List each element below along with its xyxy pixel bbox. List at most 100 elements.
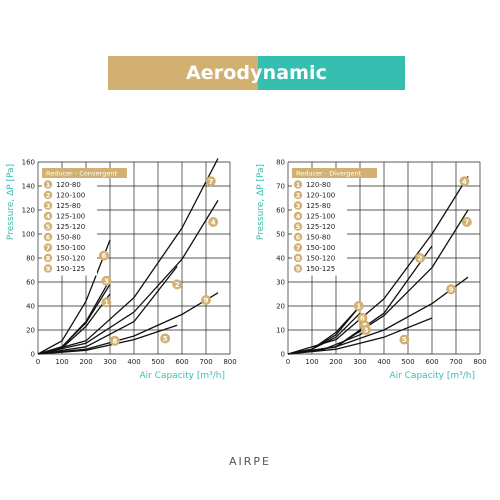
legend-marker-9 xyxy=(293,264,303,273)
y-tick-label: 140 xyxy=(22,183,35,191)
legend-marker-1 xyxy=(293,180,303,189)
legend-marker-number: 9 xyxy=(46,265,51,273)
title-banner: Aerodynamic Characteristics xyxy=(108,56,405,118)
legend-entry-label: 150-100 xyxy=(306,244,335,252)
y-tick-label: 50 xyxy=(276,231,285,239)
legend-title: Reducer - Convergent xyxy=(46,170,117,178)
curve-marker-number: 1 xyxy=(356,303,361,311)
legend-marker-number: 2 xyxy=(46,191,51,199)
legend-marker-8 xyxy=(293,253,303,263)
legend-marker-number: 1 xyxy=(46,181,51,189)
legend-marker-3 xyxy=(293,201,303,210)
y-axis-label: Pressure, ΔP [Pa] xyxy=(6,164,16,240)
curve-marker-4 xyxy=(208,217,219,227)
curve-marker-number: 5 xyxy=(402,336,407,344)
legend-entry-label: 125-120 xyxy=(56,223,85,231)
legend-marker-number: 8 xyxy=(46,254,51,262)
y-tick-label: 40 xyxy=(26,303,35,311)
x-tick-label: 600 xyxy=(175,358,188,366)
curve-marker-1 xyxy=(101,297,112,308)
x-axis-label: Air Capacity [m³/h] xyxy=(139,371,225,381)
x-axis-label: Air Capacity [m³/h] xyxy=(389,371,475,381)
series-line-5 xyxy=(287,317,433,355)
x-tick-label: 0 xyxy=(286,358,290,366)
legend-marker-number: 8 xyxy=(296,254,301,262)
curve-marker-2 xyxy=(172,279,183,290)
legend-entry-label: 150-80 xyxy=(56,233,81,241)
series-line-4 xyxy=(37,200,219,355)
x-tick-label: 600 xyxy=(425,358,438,366)
curve-marker-number: 6 xyxy=(102,252,107,260)
page-title: Aerodynamic Characteristics xyxy=(175,62,338,118)
y-tick-label: 10 xyxy=(276,327,285,335)
curve-marker-6 xyxy=(99,250,109,261)
legend-marker-number: 9 xyxy=(296,265,301,273)
legend-entry-label: 125-80 xyxy=(306,202,331,210)
x-tick-label: 500 xyxy=(401,358,414,366)
legend: Reducer - Convergent 1 120-80 2 120-100 3 125-… xyxy=(42,168,127,276)
legend-marker-9 xyxy=(43,264,53,273)
legend-marker-8 xyxy=(43,253,53,263)
legend-marker-number: 1 xyxy=(296,181,301,189)
curve-marker-7 xyxy=(461,217,472,227)
curve-marker-5 xyxy=(399,334,410,345)
legend-marker-number: 5 xyxy=(296,223,301,231)
legend-entry-label: 150-100 xyxy=(56,244,85,252)
y-tick-label: 60 xyxy=(276,207,285,215)
y-tick-label: 30 xyxy=(276,279,285,287)
curve-marker-number: 7 xyxy=(464,219,469,227)
curve-marker-number: 3 xyxy=(364,327,369,335)
x-tick-label: 700 xyxy=(449,358,462,366)
legend-marker-number: 3 xyxy=(296,202,301,210)
curve-marker-9 xyxy=(201,295,211,305)
legend-marker-number: 2 xyxy=(296,191,301,199)
curve-marker-number: 4 xyxy=(462,178,467,186)
legend-marker-number: 5 xyxy=(46,223,51,231)
legend-entry-label: 120-80 xyxy=(56,181,81,189)
x-tick-label: 200 xyxy=(329,358,342,366)
legend-marker-5 xyxy=(43,222,53,231)
brand-logo: AIRPE xyxy=(229,455,271,468)
legend-entry-label: 125-100 xyxy=(56,212,85,220)
curve-marker-7 xyxy=(205,176,216,187)
y-tick-label: 20 xyxy=(276,303,285,311)
x-tick-label: 200 xyxy=(79,358,92,366)
x-tick-label: 800 xyxy=(223,358,236,366)
legend: Reducer - Divergent 1 120-80 2 120-100 3 125-8… xyxy=(292,168,377,276)
curve-marker-2 xyxy=(415,253,425,263)
legend-entry-label: 150-120 xyxy=(306,254,335,262)
curve-marker-number: 5 xyxy=(163,335,168,343)
y-tick-label: 100 xyxy=(22,231,35,239)
banner-teal-segment xyxy=(258,56,405,90)
curve-marker-number: 9 xyxy=(204,297,209,305)
y-tick-label: 20 xyxy=(26,327,35,335)
series-line-7 xyxy=(37,158,219,355)
curve-marker-number: 8 xyxy=(112,337,117,345)
x-tick-label: 300 xyxy=(103,358,116,366)
y-tick-label: 40 xyxy=(276,255,285,263)
curve-marker-number: 4 xyxy=(211,219,216,227)
y-tick-label: 160 xyxy=(22,159,35,167)
banner-gold-segment xyxy=(108,56,258,90)
legend-title: Reducer - Divergent xyxy=(296,170,362,178)
legend-marker-7 xyxy=(293,243,303,252)
curve-marker-3 xyxy=(101,275,112,286)
curve-marker-3 xyxy=(361,325,371,335)
y-axis-label: Pressure, ΔP [Pa] xyxy=(256,164,266,240)
y-tick-label: 70 xyxy=(276,183,285,191)
legend-marker-number: 7 xyxy=(296,244,301,252)
curve-marker-number: 2 xyxy=(175,281,180,289)
x-tick-label: 300 xyxy=(353,358,366,366)
series-line-3 xyxy=(37,279,111,355)
x-tick-label: 100 xyxy=(305,358,318,366)
chart-2: 0 100 200 300 400 500 600 700 800 0 10 20 30 40 50 60 70… xyxy=(256,159,487,382)
x-tick-label: 700 xyxy=(199,358,212,366)
curve-marker-5 xyxy=(160,333,171,344)
legend-marker-number: 4 xyxy=(296,212,301,220)
x-tick-label: 400 xyxy=(377,358,390,366)
x-tick-label: 100 xyxy=(55,358,68,366)
curve-marker-number: 2 xyxy=(418,255,423,263)
y-tick-label: 0 xyxy=(281,351,285,359)
legend-marker-2 xyxy=(43,190,53,200)
